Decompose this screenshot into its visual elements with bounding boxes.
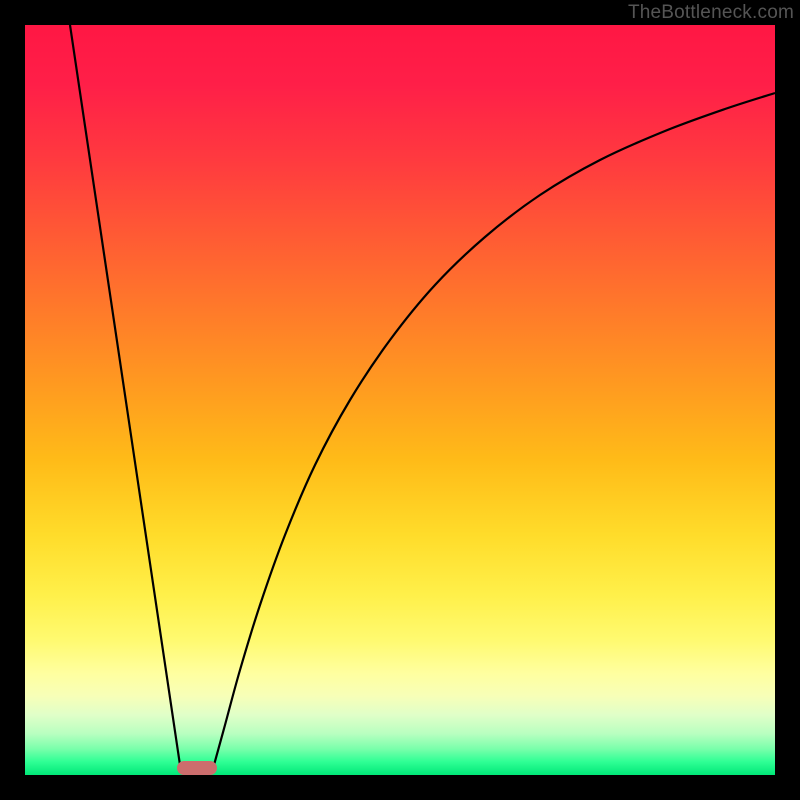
left-descent-line bbox=[70, 25, 180, 765]
right-asymptote-curve bbox=[214, 93, 775, 765]
curves-overlay bbox=[25, 25, 775, 775]
bottleneck-marker bbox=[177, 761, 217, 775]
plot-area bbox=[25, 25, 775, 775]
watermark-text: TheBottleneck.com bbox=[628, 2, 794, 24]
chart-frame: TheBottleneck.com bbox=[0, 0, 800, 800]
